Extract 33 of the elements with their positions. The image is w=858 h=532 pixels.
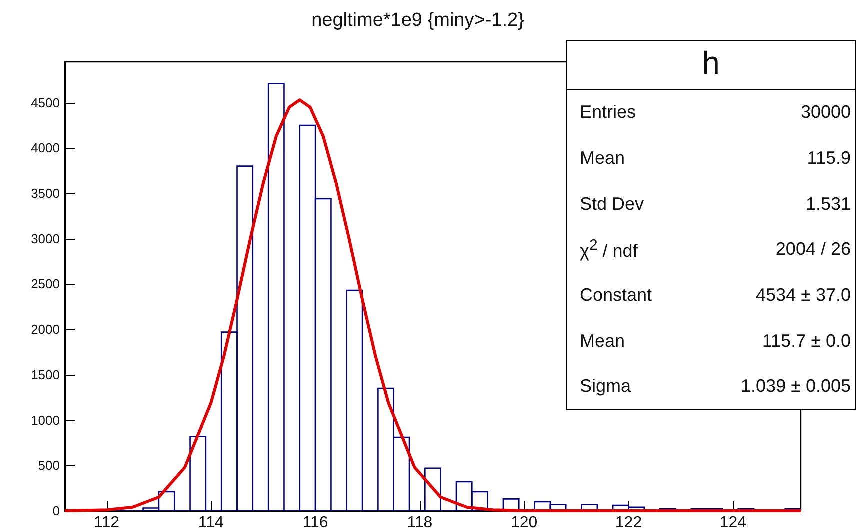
- text: 1.531: [806, 194, 851, 215]
- x-tick-label: 116: [302, 514, 328, 532]
- x-tick-label: 118: [407, 514, 433, 532]
- y-tick-label: 4000: [31, 140, 60, 156]
- x-tick-label: 122: [615, 514, 642, 532]
- y-tick-label: 2500: [31, 276, 60, 292]
- annotation: Std Dev: [580, 194, 644, 215]
- y-tick-label: 3000: [31, 231, 60, 246]
- annotation: 1.039 ± 0.005: [741, 376, 851, 398]
- y-tick-label: 3500: [31, 186, 60, 202]
- annotation: h: [567, 41, 855, 90]
- annotation: Entries: [580, 102, 636, 124]
- y-tick-label: 2000: [31, 322, 60, 338]
- chart-title: negltime*1e9 {miny>-1.2}: [312, 10, 524, 31]
- x-tick-label: 114: [198, 514, 224, 532]
- annotation: Mean: [580, 330, 626, 352]
- text: 115.9: [807, 148, 851, 170]
- annotation: 4534 ± 37.0: [756, 285, 851, 306]
- y-tick-label: 4500: [31, 95, 60, 110]
- annotation: Mean: [580, 148, 626, 170]
- y-tick-label: 1000: [31, 412, 60, 428]
- annotation: Constant: [580, 285, 652, 306]
- y-tick-label: 0: [52, 504, 60, 518]
- x-tick-label: 124: [720, 514, 747, 532]
- annotation: 115.7 ± 0.0: [762, 330, 851, 352]
- y-tick-label: 1500: [31, 367, 60, 382]
- annotation: 2004 / 26: [776, 239, 851, 260]
- annotation: 30000: [800, 102, 851, 124]
- x-tick-label: 120: [510, 514, 538, 532]
- annotation: Sigma: [580, 376, 632, 398]
- annotation: χ$^{2}$ / ndf: [580, 237, 638, 262]
- x-tick-label: 112: [94, 514, 120, 532]
- y-tick-label: 500: [38, 458, 60, 474]
